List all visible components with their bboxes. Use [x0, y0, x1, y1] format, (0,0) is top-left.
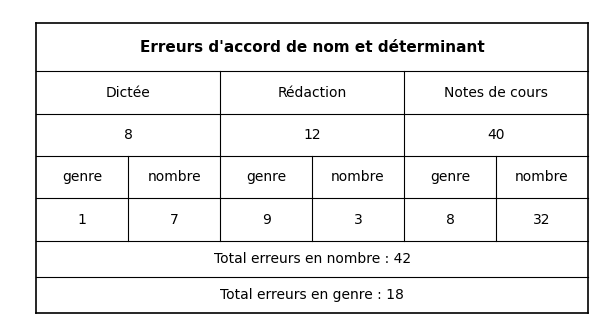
Text: Rédaction: Rédaction [278, 86, 347, 100]
Text: Erreurs d'accord de nom et déterminant: Erreurs d'accord de nom et déterminant [140, 40, 484, 55]
Text: 32: 32 [533, 213, 551, 227]
Text: nombre: nombre [515, 170, 568, 184]
Text: genre: genre [430, 170, 470, 184]
Text: genre: genre [62, 170, 102, 184]
Text: 3: 3 [354, 213, 362, 227]
Text: 1: 1 [78, 213, 87, 227]
Text: Dictée: Dictée [106, 86, 151, 100]
Text: 12: 12 [303, 128, 321, 142]
Text: nombre: nombre [147, 170, 201, 184]
Text: 7: 7 [170, 213, 179, 227]
Text: Total erreurs en nombre : 42: Total erreurs en nombre : 42 [213, 252, 411, 266]
Text: nombre: nombre [331, 170, 385, 184]
Text: 40: 40 [487, 128, 505, 142]
Text: Total erreurs en genre : 18: Total erreurs en genre : 18 [220, 288, 404, 302]
Text: 8: 8 [445, 213, 454, 227]
Text: 8: 8 [124, 128, 133, 142]
Text: genre: genre [246, 170, 286, 184]
Text: 9: 9 [262, 213, 270, 227]
Text: Notes de cours: Notes de cours [444, 86, 548, 100]
